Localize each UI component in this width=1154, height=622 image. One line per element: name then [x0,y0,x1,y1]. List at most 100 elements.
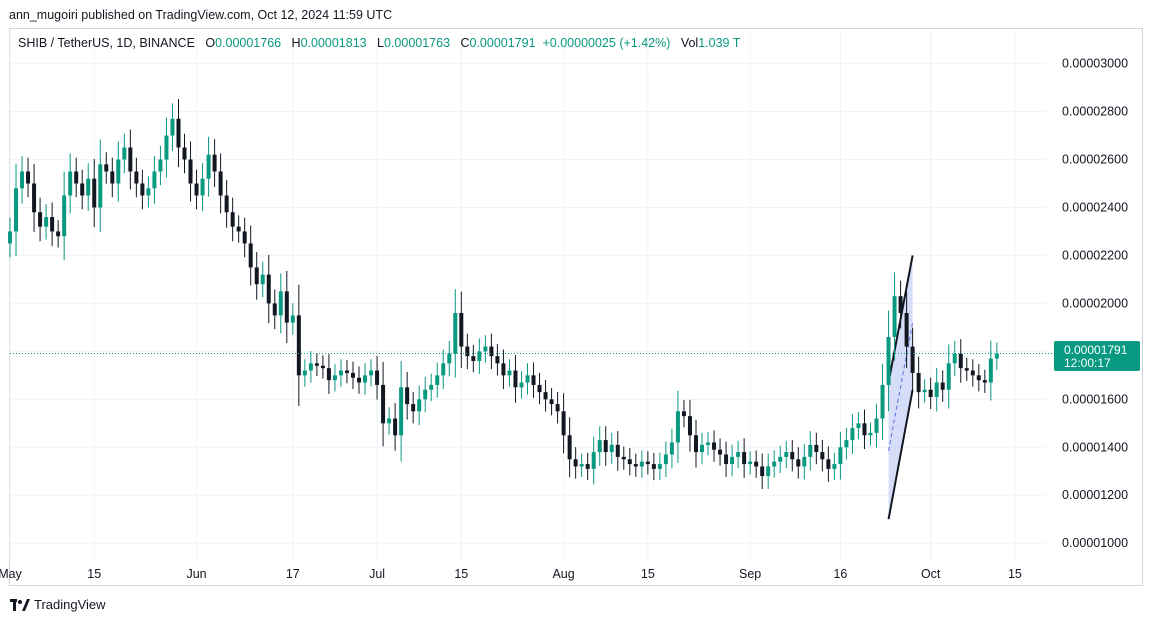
candle [429,373,434,401]
candle [236,215,241,243]
candle [898,280,903,329]
candle-body [164,135,169,160]
last-price-tag: 0.00001791 12:00:17 [1054,341,1140,371]
candle-body [687,416,692,436]
candle [62,171,67,261]
candle-body [561,411,566,436]
candle-body [200,178,205,196]
candle-body [188,159,193,184]
candle [922,379,927,403]
candle [242,217,247,258]
candle-body [724,454,729,465]
candle-body [573,459,578,467]
candle [122,133,127,174]
candle-body [645,461,650,465]
candle [302,359,307,387]
candle-body [591,452,596,469]
candle [176,99,181,168]
candle-body [326,368,331,381]
candle [609,432,614,465]
candle-body [994,353,999,359]
candle-body [681,411,686,417]
candle [495,344,500,376]
candle-body [447,353,452,364]
candle [976,364,981,392]
candle [387,407,392,435]
candle [790,439,795,472]
candle-body [465,346,470,357]
candle-body [730,456,735,465]
candle [98,139,103,233]
candle-body [742,452,747,465]
candle [182,133,187,174]
candle-body [844,440,849,448]
candle-body [880,384,885,419]
candle-body [242,231,247,244]
candle [760,453,765,490]
candle [158,145,163,186]
time-tick-label: 15 [641,567,655,581]
symbol-name[interactable]: SHIB / TetherUS, 1D, BINANCE [18,36,195,50]
candle [417,385,422,426]
candle-body [332,375,337,381]
price-axis: 0.00001000 0.00001200 0.00001400 0.00001600… [1062,57,1128,551]
candle-body [158,159,163,172]
candle-body [693,435,698,453]
candle [561,393,566,454]
candle-body [621,456,626,460]
candle-body [302,370,307,376]
candle-body [26,171,31,184]
candle [152,156,157,204]
candle-body [212,154,217,172]
candle [86,163,91,211]
candle-body [296,315,301,376]
candle-body [567,435,572,460]
candle [693,419,698,468]
candle-body [86,178,91,196]
high-label: H [291,36,301,50]
candle-body [98,164,103,208]
candle-body [357,377,362,383]
candle [26,157,31,198]
candle [200,163,205,211]
time-tick-label: Aug [552,567,574,581]
candle-body [236,226,241,232]
candle [718,438,723,466]
candle-body [633,464,638,467]
candle [808,431,813,471]
candle-body [706,442,711,445]
candle-body [922,389,927,393]
candle-body [134,171,139,184]
candle [357,366,362,394]
candle-body [970,370,975,376]
candle [597,426,602,466]
price-tick-label: 0.00003000 [1062,57,1128,71]
channel-mid-line [888,322,914,451]
price-tick-label: 0.00002600 [1062,153,1128,167]
candle-body [838,447,843,465]
candle [850,414,855,454]
time-tick-label: Jul [369,567,385,581]
candle-body [910,346,915,373]
candle [970,359,975,387]
candle-body [62,195,67,237]
candle-body [393,418,398,436]
time-tick-label: 15 [87,567,101,581]
candle [904,291,909,368]
candle-body [56,231,61,237]
candle-body [579,464,584,467]
candle [230,197,235,242]
candle-body [50,217,55,232]
candle-body [74,171,79,184]
candle [952,340,957,377]
candle [92,159,97,228]
candle-body [104,164,109,172]
candle [32,163,37,232]
candle [748,451,753,475]
tradingview-brand[interactable]: TradingView [34,597,106,612]
candle-body [898,296,903,313]
price-tick-label: 0.00002200 [1062,248,1128,262]
candle-body [952,353,957,364]
candle [892,272,897,361]
